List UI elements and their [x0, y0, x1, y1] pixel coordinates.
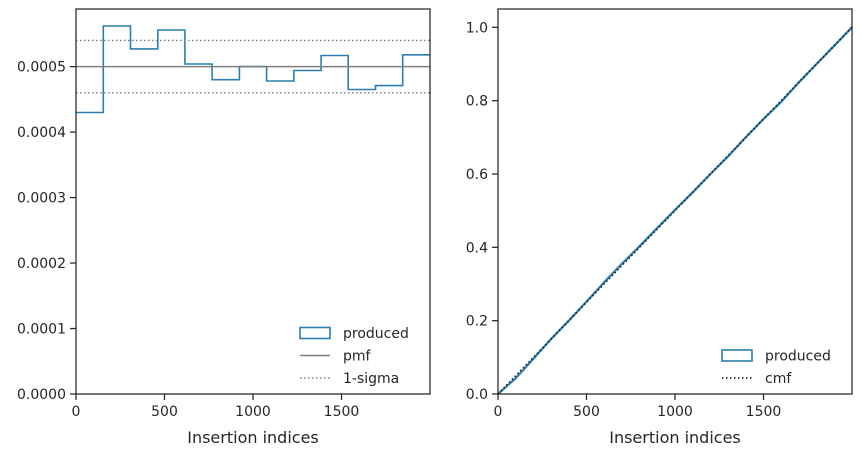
y-tick-label: 0.0004	[17, 125, 66, 141]
x-tick-label: 1500	[746, 404, 782, 420]
y-tick-label: 0.0000	[17, 387, 66, 403]
legend-label: produced	[343, 326, 409, 342]
legend-label: 1-sigma	[343, 371, 399, 387]
x-tick-label: 500	[573, 404, 600, 420]
y-tick-label: 0.6	[466, 167, 488, 183]
right-panel-cumulative: 0 500 1000 1500 0.0 0.2 0.4 0.6 0.8 1.0 Insertion …	[466, 8, 853, 447]
x-axis-label: Insertion indices	[187, 428, 319, 447]
legend-handle-produced	[299, 326, 331, 340]
y-tick-label: 0.0001	[17, 322, 66, 338]
y-tick-label: 0.2	[466, 314, 488, 330]
legend-label: pmf	[343, 349, 372, 365]
y-tick-label: 1.0	[466, 20, 488, 36]
produced-step-line	[76, 25, 430, 114]
y-tick-label: 0.0	[466, 387, 488, 403]
left-panel-histogram: 0 500 1000 1500 0.0000 0.0001 0.0002 0.0003 0.00…	[17, 8, 431, 447]
x-tick-label: 0	[494, 404, 503, 420]
legend-handle-produced	[721, 349, 753, 362]
y-tick-label: 0.4	[466, 240, 488, 256]
x-tick-label: 500	[151, 404, 178, 420]
legend-label: cmf	[765, 371, 792, 387]
cmf-line	[497, 26, 853, 395]
axes-frame	[497, 8, 853, 395]
x-tick-label: 1000	[657, 404, 693, 420]
x-tick-label: 1000	[235, 404, 271, 420]
y-tick-label: 0.8	[466, 94, 488, 110]
x-axis-label: Insertion indices	[609, 428, 741, 447]
x-tick-label: 0	[72, 404, 81, 420]
x-tick-label: 1500	[324, 404, 360, 420]
y-tick-label: 0.0002	[17, 256, 66, 272]
legend-label: produced	[765, 349, 831, 365]
y-tick-label: 0.0005	[17, 60, 66, 76]
y-tick-label: 0.0003	[17, 191, 66, 207]
